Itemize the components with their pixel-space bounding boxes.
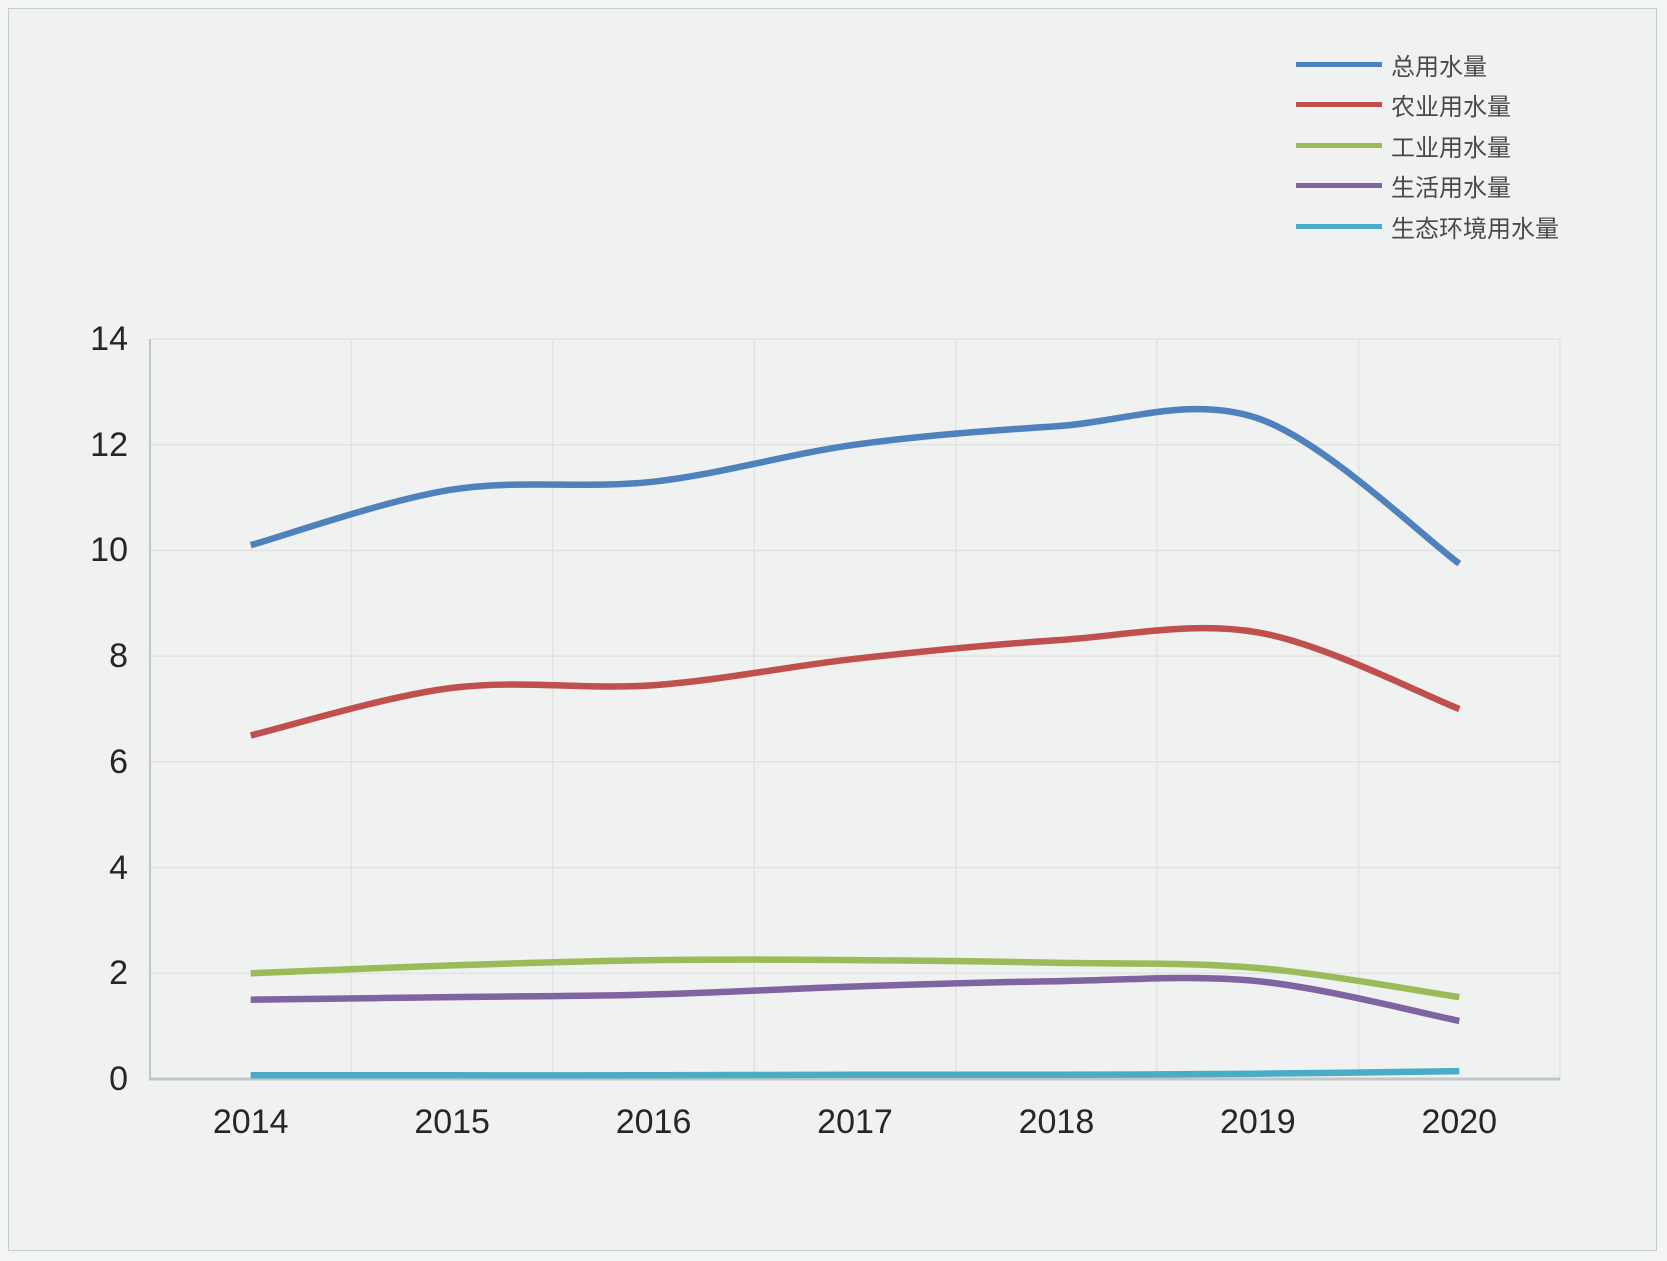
x-axis-tick-label: 2020 [1421, 1103, 1498, 1141]
axis-lines [149, 339, 1560, 1081]
legend-swatch [1296, 61, 1382, 67]
legend-swatch [1296, 102, 1382, 108]
y-axis-tick-label: 8 [109, 637, 128, 676]
legend-label: 农业用水量 [1391, 94, 1511, 122]
chart-frame [8, 8, 1657, 1251]
x-axis-tick-label: 2019 [1220, 1103, 1296, 1141]
y-axis-tick-label: 4 [109, 848, 128, 887]
x-axis-tick-label: 2015 [414, 1103, 490, 1141]
legend-item-4: 生态环境用水量 [1296, 206, 1559, 247]
legend: 总用水量农业用水量工业用水量生活用水量生态环境用水量 [1296, 44, 1559, 247]
legend-item-0: 总用水量 [1296, 44, 1559, 85]
y-axis-tick-label: 2 [109, 954, 128, 993]
legend-swatch [1296, 142, 1382, 148]
y-axis-tick-label: 0 [109, 1060, 128, 1098]
legend-label: 工业用水量 [1391, 134, 1511, 162]
legend-item-1: 农业用水量 [1296, 85, 1559, 126]
y-axis-tick-label: 12 [90, 425, 128, 464]
legend-label: 总用水量 [1391, 53, 1487, 81]
series-lines [249, 405, 1462, 1079]
legend-label: 生态环境用水量 [1391, 215, 1559, 243]
y-axis-tick-label: 10 [90, 531, 128, 570]
series-line-2 [250, 956, 1460, 1001]
y-axis-tick-label: 14 [90, 320, 128, 358]
series-line-0 [249, 405, 1462, 567]
x-axis-tick-label: 2014 [212, 1103, 289, 1141]
series-line-3 [250, 974, 1460, 1025]
legend-swatch [1296, 223, 1382, 229]
series-line-1 [249, 624, 1461, 739]
legend-item-3: 生活用水量 [1296, 166, 1559, 207]
y-axis-tick-label: 6 [109, 742, 128, 781]
legend-item-2: 工业用水量 [1296, 125, 1559, 166]
x-axis-tick-label: 2016 [615, 1103, 692, 1141]
x-axis-tick-label: 2018 [1018, 1103, 1095, 1141]
series-line-4 [250, 1067, 1460, 1079]
x-axis-tick-label: 2017 [817, 1103, 893, 1141]
legend-swatch [1296, 183, 1382, 189]
legend-label: 生活用水量 [1391, 175, 1511, 203]
